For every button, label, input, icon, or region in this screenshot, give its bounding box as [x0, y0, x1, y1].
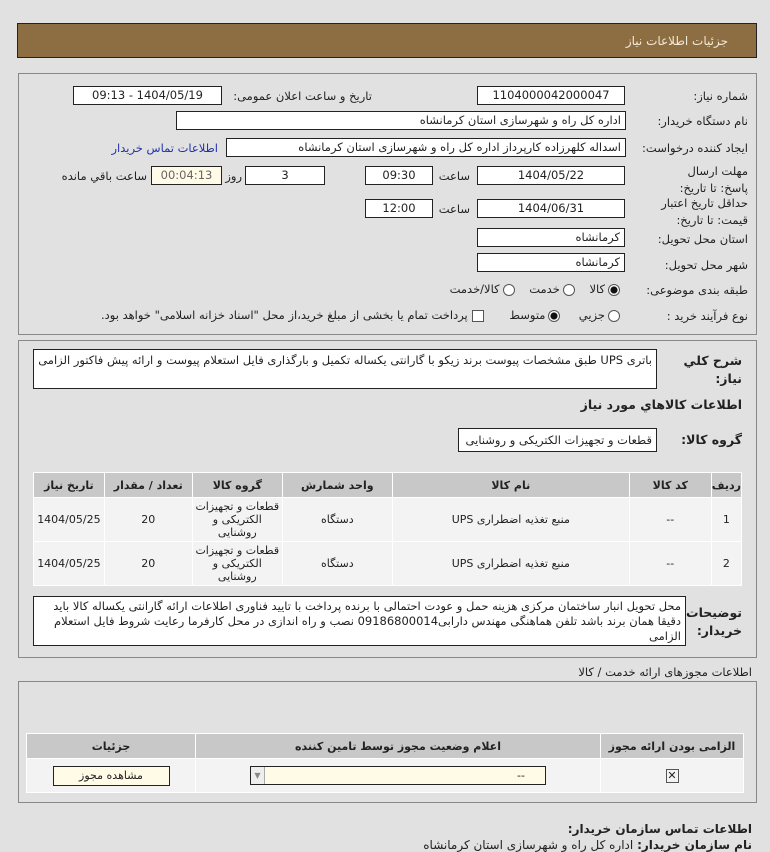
remaining-time-field: 00:04:13 — [151, 166, 222, 185]
need-number-label: شماره نیاز: — [693, 89, 748, 103]
buyer-contact-title: اطلاعات تماس سازمان خریدار: — [567, 822, 752, 836]
col-unit: واحد شمارش — [281, 472, 393, 498]
page-title: جزئیات اطلاعات نیاز — [625, 34, 728, 48]
col-license-details: جزئیات — [26, 733, 196, 759]
category-radio-service[interactable]: خدمت — [529, 282, 575, 296]
cell-unit: دستگاه — [281, 497, 393, 542]
cell-group: قطعات و تجهیزات الکتریکی و روشنایی — [191, 541, 283, 586]
table-row: 2 -- منبع تغذیه اضطراری UPS دستگاه قطعات… — [33, 541, 743, 586]
license-status-select[interactable]: ▼ -- — [250, 766, 546, 785]
view-license-button[interactable]: مشاهده مجوز — [52, 765, 170, 786]
process-radio-group: جزیي متوسط پرداخت تمام یا بخشی از مبلغ خ… — [101, 308, 620, 322]
cell-qty: 20 — [103, 541, 193, 586]
province-label: استان محل تحویل: — [657, 232, 748, 246]
deadline-time-label: ساعت — [438, 169, 470, 183]
category-radio-both[interactable]: کالا/خدمت — [450, 282, 515, 296]
buyer-label: نام دستگاه خریدار: — [657, 114, 748, 128]
cell-code: -- — [628, 497, 712, 542]
goods-group-field: قطعات و تجهیزات الکتریکی و روشنایی — [458, 428, 657, 452]
goods-group-label: گروه کالا: — [681, 432, 742, 447]
col-group: گروه کالا — [191, 472, 283, 498]
province-field[interactable]: کرمانشاه — [477, 228, 625, 247]
category-label: طبقه بندی موضوعی: — [646, 283, 748, 297]
license-status-value: -- — [517, 769, 525, 782]
days-field[interactable]: 3 — [245, 166, 325, 185]
city-field[interactable]: کرمانشاه — [477, 253, 625, 272]
cell-row: 2 — [710, 541, 743, 586]
cell-date: 1404/05/25 — [33, 541, 105, 586]
col-date: تاریخ نیاز — [33, 472, 105, 498]
buyer-notes-label: توضیحات خریدار: — [686, 605, 742, 638]
cell-code: -- — [628, 541, 712, 586]
deadline-date-field[interactable]: 1404/05/22 — [477, 166, 625, 185]
cell-row: 1 — [710, 497, 743, 542]
cell-group: قطعات و تجهیزات الکتریکی و روشنایی — [191, 497, 283, 542]
col-name: نام کالا — [391, 472, 630, 498]
col-code: کد کالا — [628, 472, 712, 498]
cell-name: منبع تغذیه اضطراری UPS — [391, 541, 630, 586]
category-radio-goods[interactable]: کالا — [589, 282, 620, 296]
validity-label: حداقل تاریخ اعتبار قیمت: تا تاریخ: — [661, 196, 748, 227]
licenses-title: اطلاعات مجوزهای ارائه خدمت / کالا — [578, 665, 752, 679]
treasury-payment-note: پرداخت تمام یا بخشی از مبلغ خرید،از محل … — [101, 308, 468, 322]
cell-unit: دستگاه — [281, 541, 393, 586]
validity-time-label: ساعت — [438, 202, 470, 216]
chevron-down-icon: ▼ — [251, 767, 265, 784]
deadline-label: مهلت ارسال پاسخ: تا تاریخ: — [679, 164, 748, 195]
days-label: روز و — [216, 169, 242, 183]
deadline-time-field[interactable]: 09:30 — [365, 166, 433, 185]
buyer-field[interactable]: اداره کل راه و شهرسازی استان کرمانشاه — [176, 111, 626, 130]
creator-label: ایجاد کننده درخواست: — [642, 141, 748, 155]
table-row: 1 -- منبع تغذیه اضطراری UPS دستگاه قطعات… — [33, 497, 743, 542]
validity-time-field[interactable]: 12:00 — [365, 199, 433, 218]
creator-field[interactable]: اسداله کلهرزاده کارپرداز اداره کل راه و … — [226, 138, 626, 157]
col-license-required: الزامی بودن ارائه مجوز — [600, 733, 744, 759]
goods-section-title: اطلاعات كالاهاي مورد نياز — [580, 397, 742, 412]
buyer-notes-field: محل تحویل انبار ساختمان مرکزی هزینه حمل … — [33, 596, 686, 646]
cell-qty: 20 — [103, 497, 193, 542]
description-label: شرح کلي نياز: — [683, 353, 742, 386]
license-row: ✕ ▼ -- مشاهده مجوز — [26, 758, 744, 793]
page-header: جزئیات اطلاعات نیاز — [17, 23, 757, 58]
buyer-org-line: نام سازمان خریدار: اداره کل راه و شهرساز… — [423, 838, 752, 852]
cell-date: 1404/05/25 — [33, 497, 105, 542]
need-number-field[interactable]: 1104000042000047 — [477, 86, 625, 105]
col-qty: تعداد / مقدار — [103, 472, 193, 498]
remaining-label: ساعت باقي مانده — [61, 169, 147, 183]
process-radio-medium[interactable]: متوسط — [509, 308, 561, 322]
goods-table: ردیف کد کالا نام کالا واحد شمارش گروه کا… — [33, 472, 743, 586]
treasury-payment-checkbox[interactable] — [468, 308, 484, 322]
process-radio-minor[interactable]: جزیي — [579, 308, 620, 322]
goods-table-header: ردیف کد کالا نام کالا واحد شمارش گروه کا… — [33, 472, 743, 498]
process-label: نوع فرآیند خرید : — [666, 309, 748, 323]
col-row: ردیف — [710, 472, 743, 498]
announce-label: تاریخ و ساعت اعلان عمومی: — [233, 89, 372, 103]
col-license-status: اعلام وضعیت مجوز توسط تامین کننده — [195, 733, 601, 759]
description-field: باتری UPS طبق مشخصات پیوست برند زیکو با … — [33, 349, 657, 389]
validity-date-field[interactable]: 1404/06/31 — [477, 199, 625, 218]
cell-name: منبع تغذیه اضطراری UPS — [391, 497, 630, 542]
city-label: شهر محل تحویل: — [664, 258, 748, 272]
license-required-checkbox-icon: ✕ — [665, 768, 679, 783]
category-radio-group: کالا خدمت کالا/خدمت — [450, 282, 620, 296]
buyer-contact-link[interactable]: اطلاعات تماس خریدار — [111, 141, 218, 155]
announce-field[interactable]: 1404/05/19 - 09:13 — [73, 86, 222, 105]
licenses-table: الزامی بودن ارائه مجوز اعلام وضعیت مجوز … — [26, 733, 744, 793]
